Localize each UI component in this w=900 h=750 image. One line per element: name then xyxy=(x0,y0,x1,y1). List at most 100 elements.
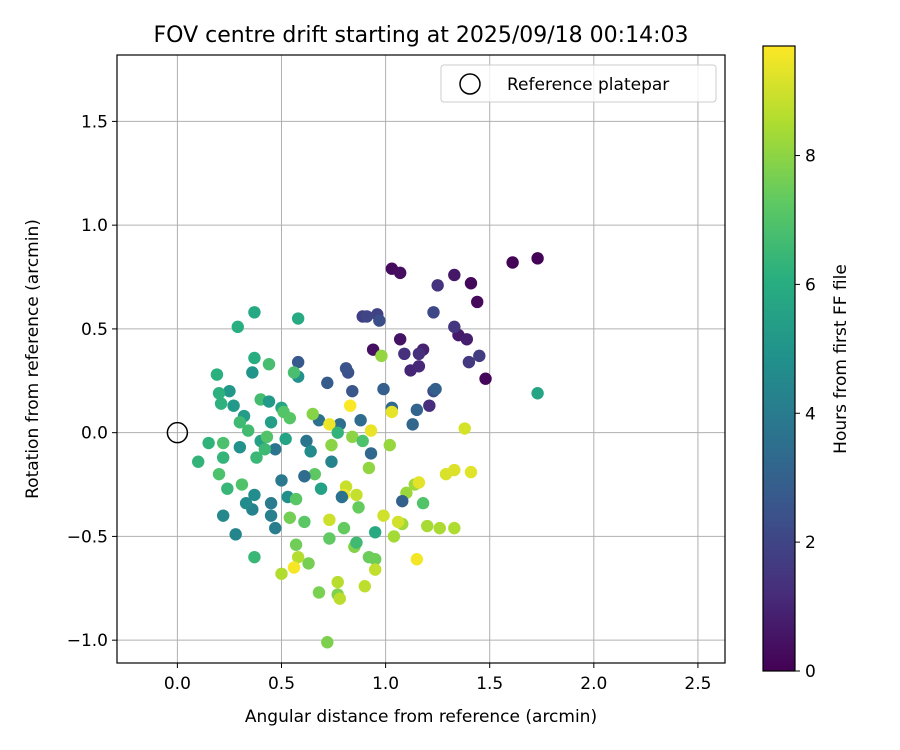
legend-label: Reference platepar xyxy=(507,75,669,95)
data-point xyxy=(241,424,255,437)
data-point xyxy=(462,355,476,369)
data-point xyxy=(325,438,338,452)
data-point xyxy=(300,434,313,448)
data-point xyxy=(216,451,230,464)
data-point xyxy=(312,586,326,599)
data-point xyxy=(248,306,261,319)
data-point xyxy=(412,476,426,489)
data-point xyxy=(331,575,344,589)
data-point xyxy=(337,521,351,535)
data-point xyxy=(192,455,205,468)
data-point xyxy=(360,310,374,323)
data-point xyxy=(279,432,292,446)
data-point xyxy=(325,455,338,468)
data-point xyxy=(385,405,399,419)
data-point xyxy=(248,488,261,502)
y-axis-label: Rotation from reference (arcmin) xyxy=(23,219,43,499)
data-point xyxy=(246,366,259,379)
data-point xyxy=(235,478,249,491)
data-point xyxy=(275,474,288,487)
y-axis-ticks: −1.0 −0.5 0.0 0.5 1.0 1.5 xyxy=(67,112,117,651)
data-point xyxy=(260,430,274,444)
data-point xyxy=(448,463,461,477)
colorbar-tick-label: 8 xyxy=(805,147,816,167)
data-point xyxy=(212,467,226,481)
data-point xyxy=(304,445,317,458)
data-point xyxy=(391,515,405,529)
data-point xyxy=(269,521,282,535)
y-tick-label: 0.5 xyxy=(81,320,108,340)
data-point xyxy=(339,362,353,375)
x-axis-ticks: 0.0 0.5 1.0 1.5 2.0 2.5 xyxy=(164,663,711,694)
data-point xyxy=(358,580,371,593)
data-point xyxy=(396,494,409,508)
data-point xyxy=(393,266,407,280)
data-point xyxy=(352,501,365,514)
data-point xyxy=(393,333,407,346)
data-point xyxy=(354,414,367,427)
colorbar-label: Hours from first FF file xyxy=(831,264,851,454)
data-point xyxy=(331,426,344,439)
data-point xyxy=(506,256,519,269)
data-point xyxy=(291,355,305,369)
data-point xyxy=(298,470,311,483)
x-tick-label: 2.5 xyxy=(684,674,711,694)
data-point xyxy=(283,511,297,524)
data-point xyxy=(433,521,446,535)
colorbar-tick-label: 6 xyxy=(805,275,816,295)
data-point xyxy=(264,416,278,429)
data-point xyxy=(368,563,382,576)
x-tick-label: 1.5 xyxy=(476,674,503,694)
colorbar-tick-label: 4 xyxy=(805,404,816,424)
data-point xyxy=(202,436,215,450)
data-point xyxy=(368,526,382,539)
data-point xyxy=(269,443,282,456)
data-point xyxy=(346,430,359,444)
data-point xyxy=(412,347,426,361)
data-point xyxy=(221,482,234,495)
data-point xyxy=(308,467,322,481)
x-tick-label: 1.0 xyxy=(372,674,399,694)
data-point xyxy=(248,550,261,564)
data-point xyxy=(258,443,272,456)
legend-box xyxy=(440,64,717,103)
data-point xyxy=(416,497,430,510)
data-point xyxy=(239,497,253,510)
reference-point xyxy=(166,421,189,444)
data-point xyxy=(250,451,263,464)
data-point xyxy=(431,279,444,292)
data-point xyxy=(212,387,226,400)
data-point xyxy=(479,372,492,385)
colorbar-ticks: 0 2 4 6 8 xyxy=(795,147,816,682)
data-point xyxy=(233,416,247,429)
data-point xyxy=(412,360,426,373)
colorbar-gradient xyxy=(762,45,796,672)
data-point xyxy=(323,532,336,545)
data-point xyxy=(364,447,378,460)
data-point xyxy=(264,497,278,510)
data-point xyxy=(350,488,363,502)
y-tick-label: −0.5 xyxy=(67,527,108,547)
data-point xyxy=(350,536,363,549)
y-tick-label: 0.0 xyxy=(81,424,108,444)
data-point xyxy=(262,357,276,371)
data-point xyxy=(362,461,376,475)
data-point xyxy=(216,436,230,450)
colorbar-tick-label: 0 xyxy=(805,662,816,682)
data-point xyxy=(302,557,315,570)
data-point xyxy=(287,366,301,379)
data-point xyxy=(448,521,461,535)
data-point xyxy=(458,422,471,435)
data-point xyxy=(262,395,276,408)
data-point xyxy=(473,349,486,363)
data-points xyxy=(192,252,544,649)
data-point xyxy=(364,424,378,437)
data-point xyxy=(387,530,401,543)
legend-marker xyxy=(459,73,481,95)
data-point xyxy=(344,399,357,412)
y-tick-label: −1.0 xyxy=(67,631,108,651)
colorbar: 0 2 4 6 8 Hours from first FF file xyxy=(762,45,851,682)
data-point xyxy=(321,376,334,390)
data-point xyxy=(471,295,484,309)
data-point xyxy=(427,306,440,319)
